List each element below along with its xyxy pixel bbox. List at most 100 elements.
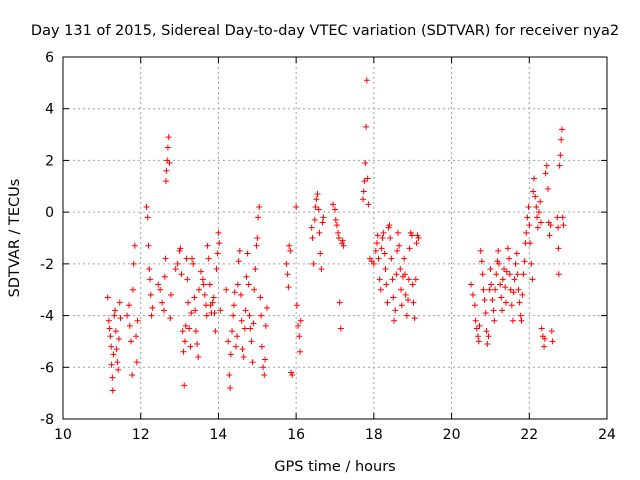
data-point <box>237 291 244 298</box>
data-point <box>188 309 195 316</box>
data-point <box>512 260 519 267</box>
y-tick-label: 4 <box>45 102 54 118</box>
data-point <box>394 229 401 236</box>
data-point <box>499 307 506 314</box>
data-point <box>312 203 319 210</box>
data-point <box>186 325 193 332</box>
data-point <box>167 315 174 322</box>
data-point <box>377 286 384 293</box>
data-point <box>206 281 213 288</box>
data-point <box>320 214 327 221</box>
data-point <box>526 222 533 229</box>
data-point <box>310 260 317 267</box>
data-point <box>257 294 264 301</box>
data-point <box>166 160 173 167</box>
data-point <box>394 247 401 254</box>
data-point <box>502 299 509 306</box>
data-point <box>533 203 540 210</box>
data-point <box>542 170 549 177</box>
data-point <box>109 387 116 394</box>
data-point <box>397 266 404 273</box>
x-tick-label: 16 <box>287 427 305 443</box>
data-point <box>256 203 263 210</box>
data-point <box>285 284 292 291</box>
x-tick-labels: 10 12 14 16 18 20 22 24 <box>54 427 616 443</box>
data-point <box>413 240 420 247</box>
data-point <box>337 325 344 332</box>
data-point <box>147 276 154 283</box>
data-point <box>129 372 136 379</box>
data-point <box>204 242 211 249</box>
data-point <box>388 255 395 262</box>
data-point <box>398 286 405 293</box>
data-point <box>503 268 510 275</box>
data-point <box>372 247 379 254</box>
y-tick-label: -2 <box>40 257 54 273</box>
data-point <box>396 242 403 249</box>
data-point <box>546 232 553 239</box>
data-point <box>319 219 326 226</box>
data-point <box>247 325 254 332</box>
data-point <box>133 359 140 366</box>
data-point <box>149 304 156 311</box>
data-point <box>246 312 253 319</box>
data-point <box>495 247 502 254</box>
data-point <box>534 224 541 231</box>
data-point <box>547 222 554 229</box>
data-point <box>289 372 296 379</box>
data-point <box>555 271 562 278</box>
data-point <box>401 271 408 278</box>
data-point <box>144 214 151 221</box>
data-point <box>227 384 234 391</box>
data-point <box>492 286 499 293</box>
data-point <box>538 325 545 332</box>
data-point <box>362 160 369 167</box>
data-point <box>251 286 258 293</box>
data-point <box>476 322 483 329</box>
data-point <box>514 271 521 278</box>
data-point <box>230 312 237 319</box>
data-point <box>335 229 342 236</box>
data-point <box>313 196 320 203</box>
data-point <box>295 322 302 329</box>
data-point <box>483 328 490 335</box>
data-point <box>515 286 522 293</box>
data-point <box>330 201 337 208</box>
data-point <box>178 271 185 278</box>
data-point <box>129 286 136 293</box>
data-point <box>386 222 393 229</box>
data-point <box>194 341 201 348</box>
data-point <box>543 162 550 169</box>
data-point <box>556 162 563 169</box>
data-point <box>115 335 122 342</box>
data-point <box>183 255 190 262</box>
data-point <box>405 297 412 304</box>
data-point <box>415 235 422 241</box>
data-point <box>243 273 250 280</box>
data-point <box>398 302 405 309</box>
data-point <box>174 260 181 267</box>
data-point <box>211 309 218 316</box>
data-point <box>472 317 479 324</box>
data-point <box>558 126 565 133</box>
data-point <box>409 281 416 288</box>
data-point <box>284 271 291 278</box>
data-point <box>109 374 116 381</box>
data-point <box>288 369 295 376</box>
data-point <box>113 346 120 353</box>
data-point <box>249 359 256 366</box>
data-point <box>182 338 189 345</box>
data-point <box>365 201 372 208</box>
data-point <box>187 343 194 350</box>
data-point <box>333 222 340 229</box>
data-point <box>554 214 561 221</box>
data-point <box>493 271 500 278</box>
data-point <box>311 216 318 223</box>
data-point <box>402 291 409 298</box>
data-point <box>555 245 562 252</box>
plot-frame <box>62 56 608 420</box>
x-tick-label: 12 <box>132 427 150 443</box>
data-point <box>176 247 183 254</box>
data-point <box>112 328 119 335</box>
data-point <box>508 302 515 309</box>
